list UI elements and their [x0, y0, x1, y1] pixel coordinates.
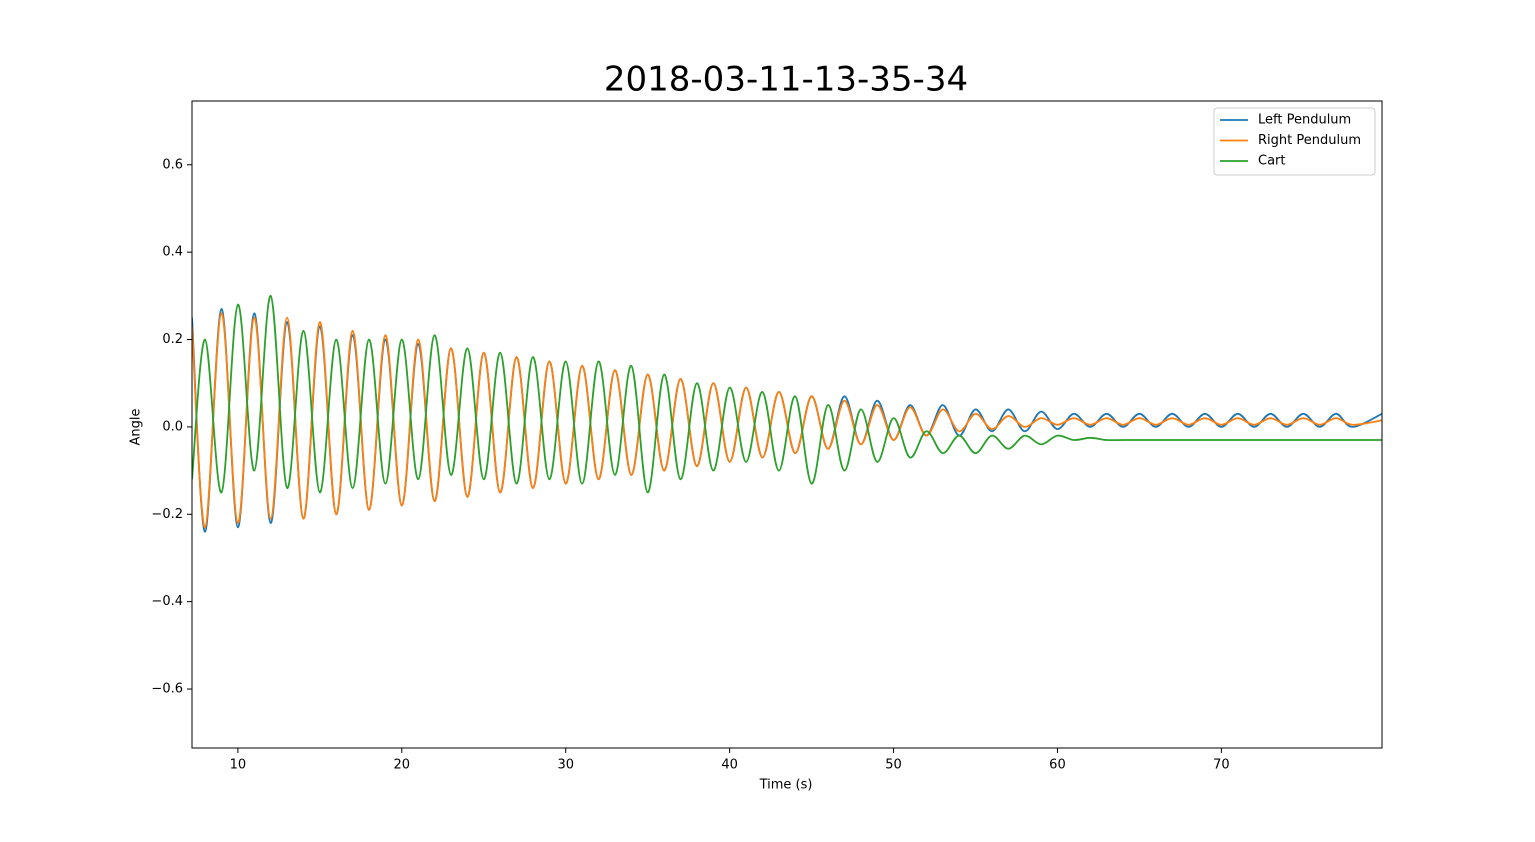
series-line — [192, 294, 1382, 494]
series-line — [192, 312, 1382, 529]
x-tick-label: 10 — [230, 758, 247, 773]
x-tick-label: 30 — [557, 758, 574, 773]
x-tick-label: 20 — [394, 758, 411, 773]
legend-box — [1213, 107, 1376, 176]
legend-label: Left Pendulum — [1258, 113, 1351, 128]
y-tick-label: −0.2 — [151, 507, 183, 522]
y-tick-label: −0.6 — [151, 682, 183, 697]
x-tick-label: 40 — [721, 758, 738, 773]
y-tick-label: 0.0 — [162, 419, 183, 434]
x-tick-label: 50 — [885, 758, 902, 773]
y-tick-label: 0.4 — [162, 245, 183, 260]
legend-label: Right Pendulum — [1258, 133, 1361, 148]
legend: Left Pendulum Right Pendulum Cart — [1213, 107, 1376, 176]
chart-title: 2018-03-11-13-35-34 — [604, 60, 968, 100]
y-tick-label: 0.2 — [162, 332, 183, 347]
plot-frame — [191, 100, 1383, 749]
x-tick-label: 70 — [1213, 758, 1230, 773]
x-tick-label: 60 — [1049, 758, 1066, 773]
y-axis-label: Angle — [129, 409, 144, 446]
legend-label: Cart — [1258, 154, 1286, 169]
y-tick-label: −0.4 — [151, 594, 183, 609]
x-axis-label: Time (s) — [759, 778, 813, 793]
y-tick-label: 0.6 — [162, 157, 183, 172]
